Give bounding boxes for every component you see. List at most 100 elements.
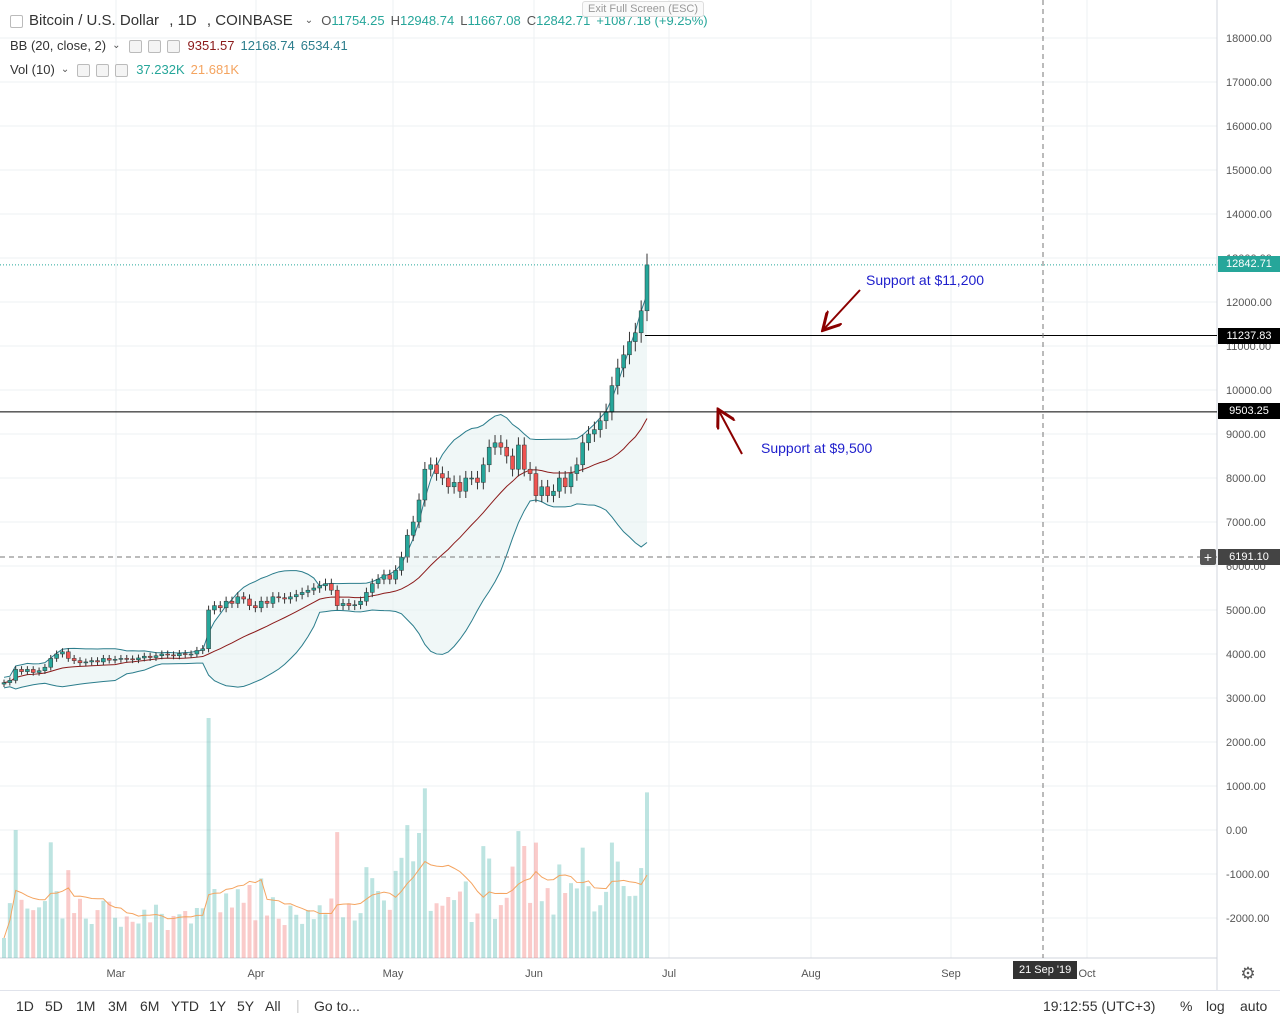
low-label: L (460, 12, 468, 28)
close-icon[interactable] (166, 39, 180, 53)
bb-lower-value: 6534.41 (300, 37, 348, 53)
candle-body (253, 605, 258, 609)
candle-body (486, 446, 492, 466)
volume-bar (417, 833, 422, 958)
candle-body (498, 442, 504, 448)
range-3m[interactable]: 3M (108, 998, 128, 1014)
candle-body (381, 574, 387, 580)
volume-bar (159, 913, 164, 958)
volume-bar (253, 920, 258, 958)
chevron-down-icon[interactable]: ⌄ (304, 14, 314, 26)
range-5d[interactable]: 5D (45, 998, 63, 1014)
volume-bar (148, 922, 153, 958)
bb-legend: BB (20, close, 2) ⌄ 9351.57 12168.74 653… (10, 35, 354, 55)
chevron-down-icon[interactable]: ⌄ (60, 63, 70, 75)
symbol-title[interactable]: Bitcoin / U.S. Dollar , 1D , COINBASE (29, 11, 293, 29)
volume-bar (83, 918, 88, 958)
volume-bar (592, 911, 597, 958)
range-1y[interactable]: 1Y (209, 998, 227, 1014)
volume-bar (434, 903, 439, 958)
candle-body (1, 682, 7, 685)
crosshair-price-tag: 6191.10 (1218, 549, 1280, 565)
candle-body (557, 477, 562, 492)
goto-button[interactable]: Go to... (314, 998, 360, 1014)
candle-body (264, 600, 270, 604)
candle-body (223, 600, 229, 609)
range-5y[interactable]: 5Y (237, 998, 255, 1014)
y-tick-label: 1000.00 (1226, 781, 1266, 793)
close-icon[interactable] (115, 63, 129, 77)
price-chart[interactable]: 18000.00 17000.00 16000.00 15000.00 14000.00… (0, 0, 1280, 990)
volume-bar (212, 889, 217, 958)
candle-body (375, 578, 381, 584)
settings-icon[interactable]: ⚙ (1240, 964, 1256, 983)
volume-bar (522, 846, 527, 958)
vol-value: 37.232K (136, 61, 185, 77)
candle-body (177, 653, 182, 657)
candle-body (551, 490, 556, 496)
candle-body (229, 600, 235, 604)
volume-bar (569, 883, 574, 958)
y-tick-label: 11000.00 (1226, 341, 1271, 353)
range-1m[interactable]: 1M (76, 998, 96, 1014)
volume-bar (528, 902, 533, 958)
volume-bar (341, 917, 346, 958)
volume-bar (463, 881, 468, 958)
exit-fullscreen-button[interactable]: Exit Full Screen (ESC) (582, 1, 705, 17)
volume-bar (551, 914, 556, 958)
last-price-tag: 12842.71 (1218, 256, 1280, 272)
y-tick-label: 9000.00 (1226, 429, 1266, 441)
x-tick-label: Jul (662, 968, 676, 980)
y-tick-label: 17000.00 (1226, 77, 1272, 89)
volume-bar (305, 910, 310, 958)
candle-body (13, 669, 18, 681)
x-tick-label: Jun (525, 968, 543, 980)
volume-bar (329, 898, 334, 958)
candle-body (311, 587, 317, 591)
volume-bar (457, 891, 462, 958)
auto-toggle[interactable]: auto (1240, 998, 1268, 1014)
range-all[interactable]: All (265, 998, 281, 1014)
gear-icon[interactable] (96, 63, 110, 77)
candle-body (352, 604, 357, 606)
annotation-lower: Support at $9,500 (761, 440, 873, 456)
volume-bar (165, 930, 170, 958)
candle-body (235, 596, 241, 604)
candle-body (30, 669, 36, 673)
candle-body (136, 657, 141, 660)
y-tick-label: 2000.00 (1226, 737, 1266, 749)
volume-bar (609, 842, 614, 958)
volume-bar (446, 897, 451, 958)
chevron-down-icon[interactable]: ⌄ (112, 39, 121, 51)
volume-bar (533, 842, 538, 958)
candle-body (247, 598, 252, 606)
candle-body (463, 477, 469, 492)
percent-toggle[interactable]: % (1180, 998, 1193, 1014)
eye-icon[interactable] (128, 39, 142, 53)
volume-bar (259, 878, 264, 958)
candle-body (305, 589, 311, 593)
range-1d[interactable]: 1D (16, 998, 34, 1014)
volume-bar (31, 910, 36, 958)
candle-body (282, 597, 287, 600)
candle-body (568, 473, 574, 488)
volume-bar (124, 916, 129, 958)
candle-body (539, 486, 545, 496)
candle-body (142, 655, 147, 659)
range-ytd[interactable]: YTD (171, 998, 199, 1014)
gear-icon[interactable] (147, 39, 161, 53)
bb-label[interactable]: BB (20, close, 2) (10, 37, 107, 53)
vol-label[interactable]: Vol (10) (10, 61, 55, 77)
plus-icon[interactable]: + (1200, 549, 1216, 565)
candle-body (545, 486, 550, 496)
clock-readout[interactable]: 19:12:55 (UTC+3) (1043, 998, 1156, 1014)
range-6m[interactable]: 6M (140, 998, 160, 1014)
candle-body (270, 596, 276, 604)
log-toggle[interactable]: log (1206, 998, 1225, 1014)
candle-body (106, 658, 112, 661)
candle-body (358, 600, 363, 605)
candle-body (276, 596, 281, 599)
collapse-icon[interactable] (10, 14, 23, 28)
eye-icon[interactable] (77, 63, 91, 77)
volume-ma-line (3, 860, 648, 939)
